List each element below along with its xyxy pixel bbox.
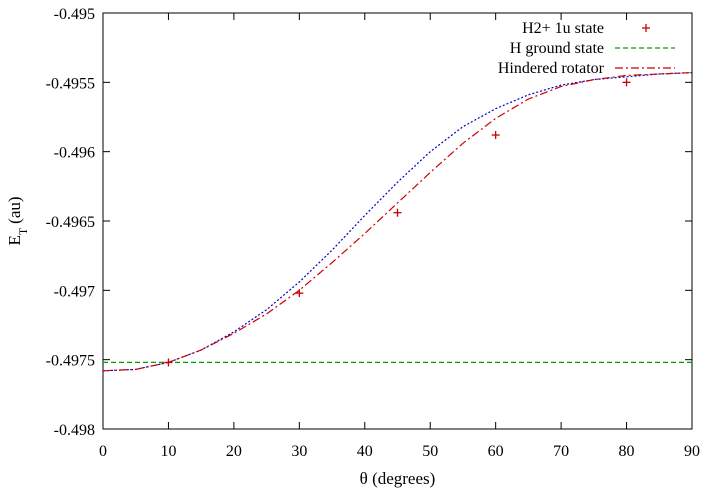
- ticks: 0 10 20 30 40 50 60 70 80 90 -0.498 -0.4975 -0.497 -0…: [46, 6, 700, 460]
- legend-label: Hindered rotator: [498, 60, 605, 77]
- data-point: [295, 289, 304, 298]
- y-tick-label: -0.497: [54, 283, 95, 300]
- y-tick-label: -0.495: [54, 6, 95, 23]
- series-h2-points: [164, 78, 631, 367]
- data-point: [491, 131, 500, 140]
- y-axis-label-main: E: [5, 235, 24, 245]
- series-line-2: [102, 72, 693, 372]
- x-tick-label: 0: [99, 443, 107, 460]
- x-tick-label: 80: [619, 443, 635, 460]
- legend-label: H2+ 1u state: [522, 20, 604, 37]
- y-tick-label: -0.498: [54, 422, 95, 439]
- legend-marker: [642, 24, 650, 32]
- x-tick-label: 10: [160, 443, 176, 460]
- y-tick-label: -0.4955: [46, 75, 95, 92]
- y-tick-label: -0.4965: [46, 214, 95, 231]
- y-axis-label-unit: (au): [5, 196, 24, 223]
- series-layer: [102, 72, 693, 372]
- x-tick-label: 40: [357, 443, 373, 460]
- data-point: [164, 358, 173, 367]
- y-axis-label: ET (au): [5, 196, 30, 245]
- y-tick-label: -0.496: [54, 145, 95, 162]
- x-tick-label: 20: [226, 443, 242, 460]
- x-tick-label: 90: [684, 443, 700, 460]
- legend: H2+ 1u state H ground state Hindered rotat…: [498, 20, 675, 77]
- x-axis-label: θ (degrees): [360, 469, 436, 488]
- x-tick-label: 60: [488, 443, 504, 460]
- y-tick-label: -0.4975: [46, 353, 95, 370]
- series-line-3: [102, 72, 693, 372]
- legend-label: H ground state: [510, 40, 604, 57]
- x-tick-label: 30: [291, 443, 307, 460]
- y-axis-label-subscript: T: [16, 227, 30, 235]
- data-point: [622, 78, 631, 87]
- x-tick-label: 50: [422, 443, 438, 460]
- data-point: [393, 208, 402, 217]
- x-tick-label: 70: [553, 443, 569, 460]
